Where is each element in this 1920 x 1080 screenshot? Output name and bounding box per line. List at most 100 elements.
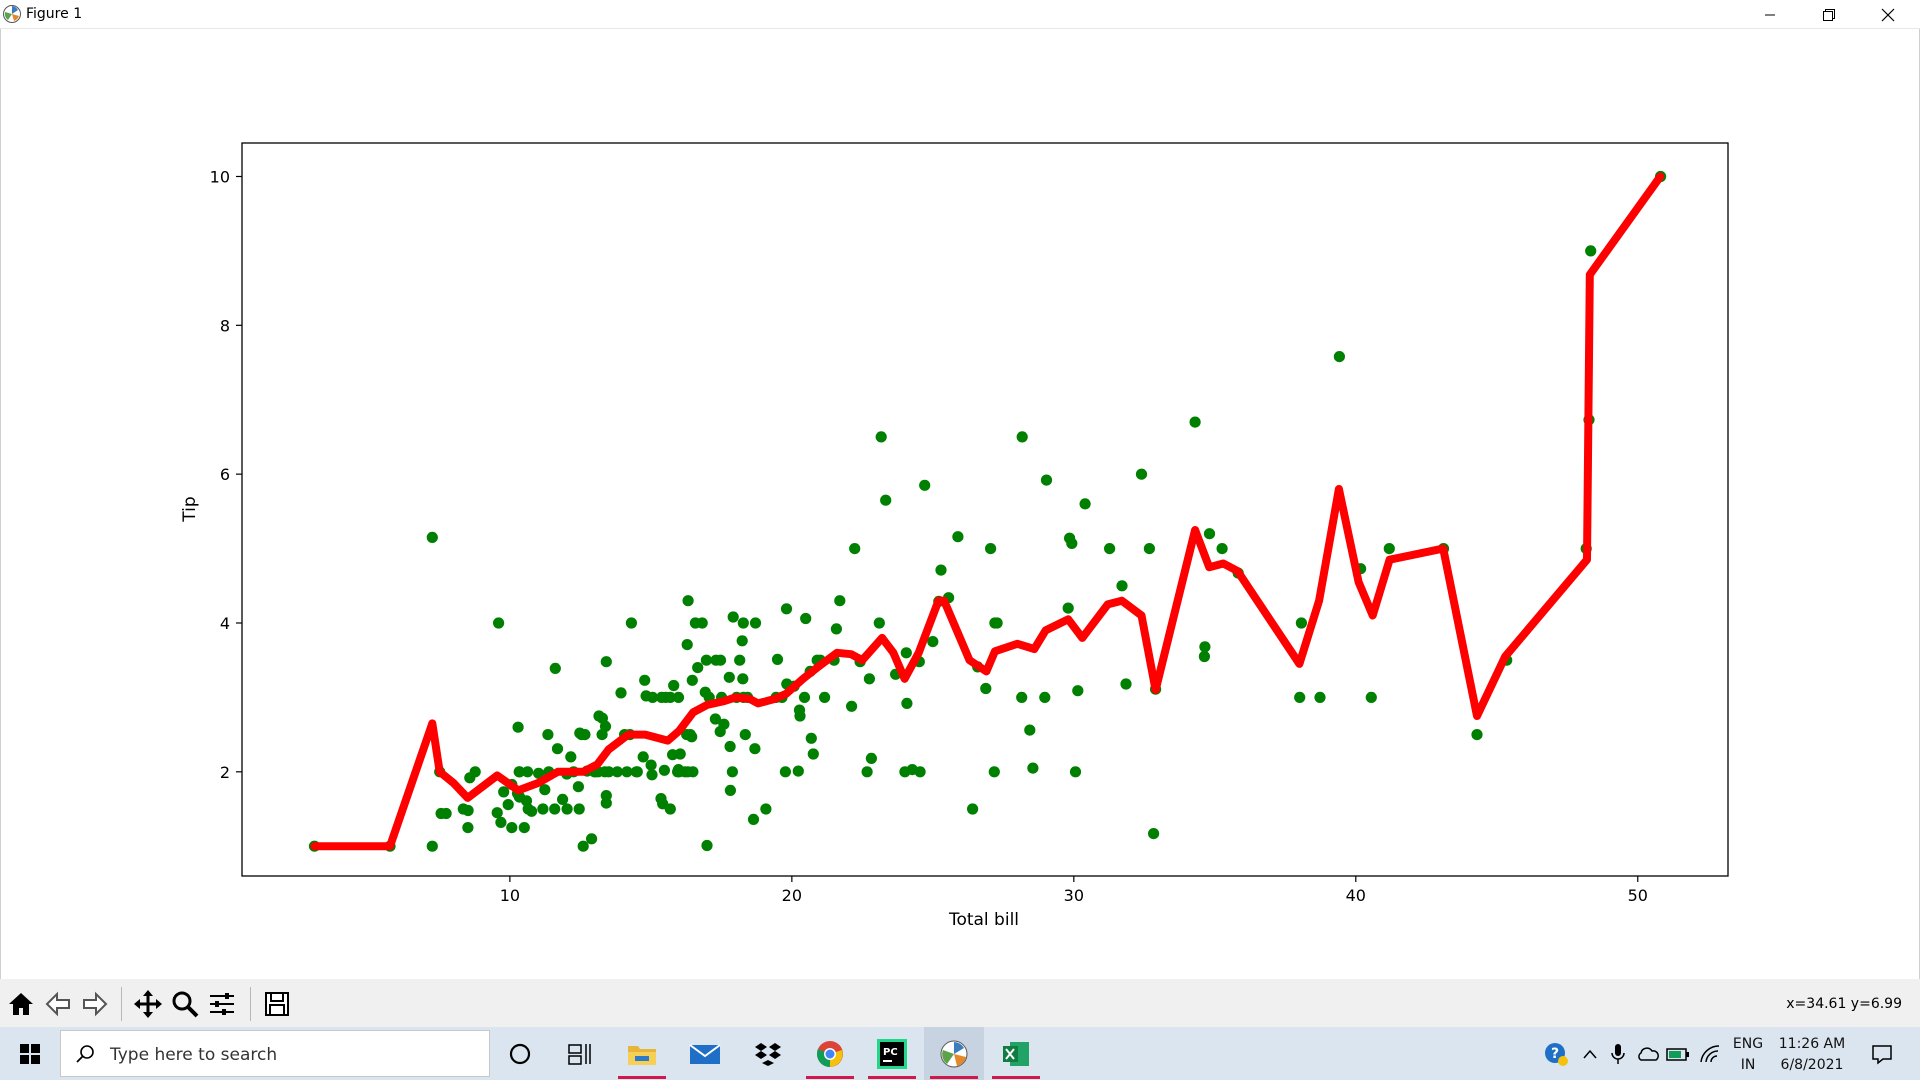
help-tray-button[interactable]: ? (1540, 1027, 1572, 1080)
scatter-point (737, 617, 749, 629)
dropbox-button[interactable] (738, 1027, 798, 1080)
scatter-point (1016, 431, 1028, 443)
scatter-point (980, 682, 992, 695)
restore-button[interactable] (1800, 0, 1858, 29)
save-icon (265, 992, 289, 1016)
scatter-point (1198, 650, 1210, 663)
scatter-point (900, 647, 912, 659)
microphone-icon (1611, 1043, 1625, 1064)
file-explorer-button[interactable] (612, 1027, 672, 1080)
scatter-point (565, 751, 577, 763)
scatter-point (1189, 416, 1201, 428)
scatter-point (849, 543, 861, 555)
language-indicator[interactable]: ENG IN (1728, 1027, 1768, 1080)
start-button[interactable] (0, 1027, 60, 1080)
minimize-button[interactable] (1741, 0, 1799, 29)
scatter-point (1072, 685, 1084, 697)
scatter-point (533, 767, 545, 779)
scatter-point (491, 807, 503, 819)
matplotlib-taskbar-button[interactable] (924, 1027, 984, 1080)
scatter-point (749, 617, 762, 629)
scatter-point (873, 617, 885, 629)
y-axis: 2 4 6 8 10 (210, 167, 242, 782)
scatter-point (792, 765, 804, 777)
scatter-point (714, 654, 727, 666)
notifications-button[interactable] (1864, 1027, 1900, 1080)
scatter-point (967, 803, 979, 815)
scatter-point (549, 662, 561, 675)
dropbox-icon (755, 1042, 781, 1066)
scatter-point (701, 839, 713, 852)
home-button[interactable] (4, 987, 38, 1021)
scatter-point (865, 752, 878, 765)
scatter-point (561, 803, 573, 815)
zoom-button[interactable] (168, 987, 202, 1021)
notification-icon (1872, 1044, 1892, 1065)
forward-button[interactable] (78, 987, 112, 1021)
scatter-point (747, 813, 760, 826)
task-view-icon (568, 1043, 591, 1065)
configure-button[interactable] (205, 987, 239, 1021)
scatter-point (674, 748, 686, 760)
scatter-point (600, 656, 612, 668)
scatter-point (615, 687, 627, 699)
scatter-point (586, 833, 598, 845)
back-icon (45, 991, 70, 1017)
task-view-button[interactable] (550, 1027, 610, 1080)
scatter-point (631, 766, 643, 778)
figure-canvas[interactable]: 10 20 30 40 50 2 4 6 8 10 Total bill Tip (0, 29, 1920, 979)
back-button[interactable] (41, 987, 75, 1021)
scatter-point (506, 822, 518, 834)
clock[interactable]: 11:26 AM 6/8/2021 (1774, 1027, 1850, 1080)
wifi-icon (1700, 1044, 1720, 1062)
close-icon (1881, 8, 1895, 21)
scatter-point (542, 729, 554, 741)
scatter-point (603, 766, 615, 778)
x-axis: 10 20 30 40 50 (500, 876, 1648, 905)
y-tick-label: 10 (210, 167, 230, 186)
scatter-point (502, 799, 514, 811)
onedrive-tray-button[interactable] (1634, 1027, 1662, 1080)
scatter-point (991, 617, 1003, 629)
scatter-point (739, 729, 751, 741)
cursor-coordinates: x=34.61 y=6.99 (1786, 996, 1902, 1012)
svg-text:PC: PC (883, 1047, 898, 1058)
save-button[interactable] (260, 987, 294, 1021)
mail-icon (689, 1043, 721, 1064)
pan-button[interactable] (131, 987, 165, 1021)
excel-button[interactable] (986, 1027, 1046, 1080)
show-hidden-icons-button[interactable] (1578, 1027, 1602, 1080)
wifi-tray-button[interactable] (1696, 1027, 1724, 1080)
taskbar: Type here to search (0, 1027, 1920, 1080)
scatter-point (658, 764, 671, 776)
battery-icon (1666, 1047, 1689, 1061)
scatter-point (718, 718, 730, 730)
chrome-button[interactable] (800, 1027, 860, 1080)
cortana-button[interactable] (490, 1027, 550, 1080)
close-button[interactable] (1859, 0, 1917, 29)
scatter-point (1199, 641, 1211, 653)
scatter-point (493, 617, 505, 629)
scatter-point (572, 781, 585, 793)
scatter-point (1135, 468, 1148, 480)
scatter-point (780, 603, 793, 615)
scatter-point (914, 766, 926, 778)
scatter-point (1471, 729, 1483, 741)
scatter-point (1314, 691, 1326, 704)
search-input[interactable]: Type here to search (60, 1030, 490, 1077)
scatter-point (875, 431, 887, 443)
title-bar: Figure 1 (0, 0, 1920, 29)
scatter-point (901, 697, 913, 710)
scatter-chart[interactable]: 10 20 30 40 50 2 4 6 8 10 Total bill Tip (1, 29, 1919, 979)
scatter-point (1148, 828, 1160, 840)
microphone-tray-button[interactable] (1606, 1027, 1630, 1080)
scatter-point (1040, 474, 1053, 486)
battery-tray-button[interactable] (1664, 1027, 1692, 1080)
mail-button[interactable] (675, 1027, 735, 1080)
scatter-point (952, 531, 964, 543)
restore-icon (1823, 8, 1835, 21)
scatter-point (1383, 543, 1395, 555)
pycharm-button[interactable]: PC (862, 1027, 922, 1080)
plot-frame (241, 142, 1729, 877)
clock-date: 6/8/2021 (1780, 1057, 1844, 1073)
